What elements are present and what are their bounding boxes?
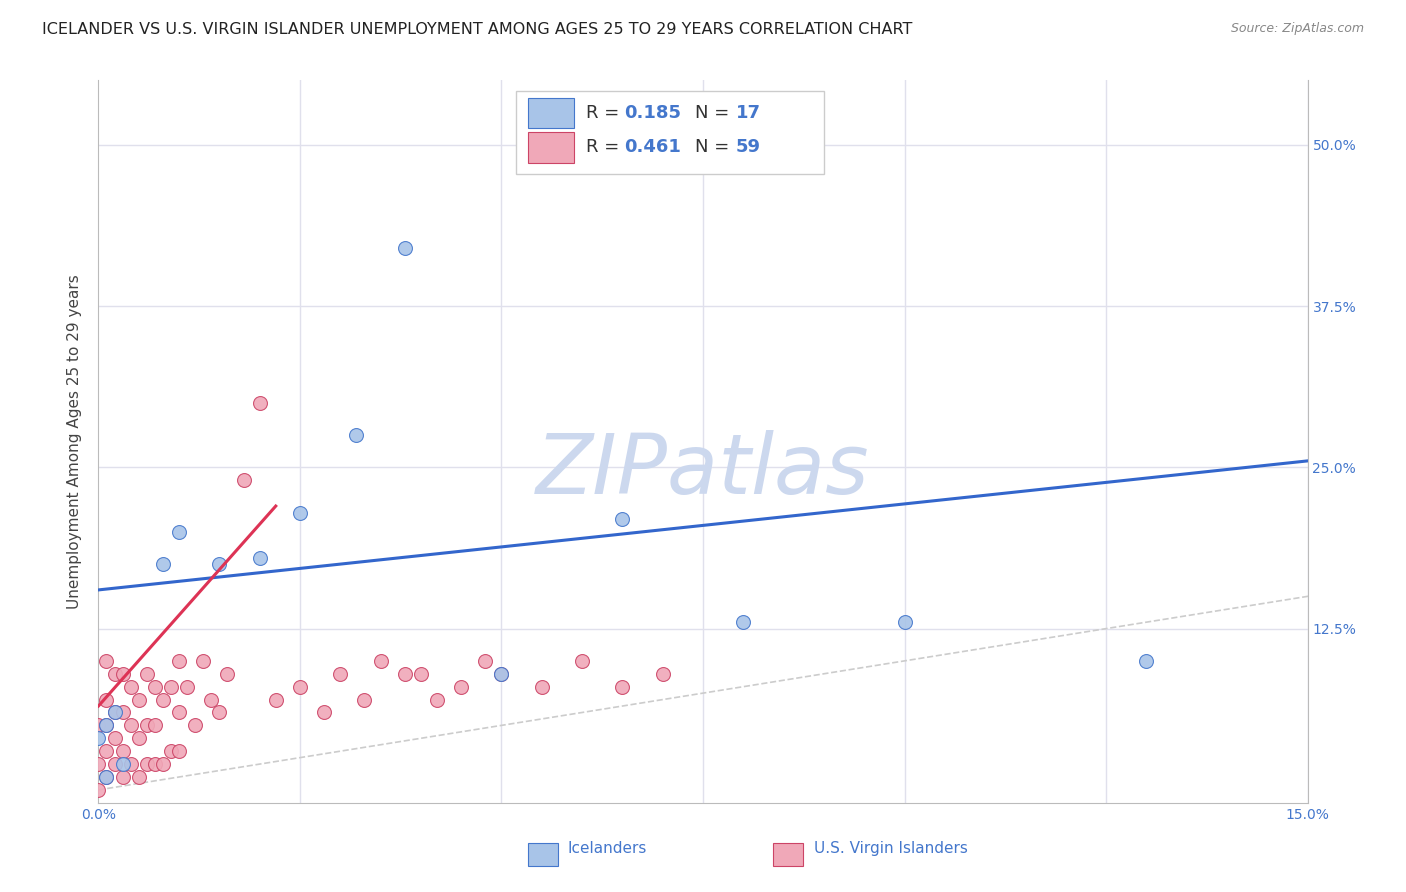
Point: [87, 783, 110, 797]
Point: [120, 718, 142, 732]
Point: [426, 692, 449, 706]
Point: [128, 731, 150, 746]
Point: [143, 680, 166, 694]
Point: [651, 666, 673, 681]
Point: [571, 654, 593, 668]
Point: [249, 396, 271, 410]
Point: [394, 666, 416, 681]
Point: [491, 666, 513, 681]
Point: [135, 718, 157, 732]
Point: [120, 757, 142, 772]
Point: [96, 654, 118, 668]
Point: [143, 718, 166, 732]
Text: ICELANDER VS U.S. VIRGIN ISLANDER UNEMPLOYMENT AMONG AGES 25 TO 29 YEARS CORRELA: ICELANDER VS U.S. VIRGIN ISLANDER UNEMPL…: [42, 22, 912, 37]
FancyBboxPatch shape: [527, 132, 574, 162]
Point: [120, 680, 142, 694]
FancyBboxPatch shape: [527, 843, 558, 866]
Point: [160, 744, 183, 758]
Point: [394, 241, 416, 255]
Point: [344, 428, 367, 442]
Point: [288, 506, 311, 520]
Point: [103, 706, 125, 720]
Point: [96, 718, 118, 732]
Point: [208, 706, 231, 720]
Point: [450, 680, 472, 694]
Point: [167, 744, 190, 758]
Point: [370, 654, 392, 668]
Point: [232, 473, 254, 487]
Point: [103, 731, 125, 746]
Point: [200, 692, 222, 706]
Point: [167, 524, 190, 539]
Point: [217, 666, 239, 681]
Point: [111, 744, 134, 758]
Point: [176, 680, 198, 694]
Point: [1135, 654, 1157, 668]
Point: [96, 770, 118, 784]
Point: [87, 757, 110, 772]
Text: Icelanders: Icelanders: [568, 841, 647, 855]
Point: [87, 718, 110, 732]
Text: R =: R =: [586, 103, 624, 122]
Point: [96, 692, 118, 706]
Point: [491, 666, 513, 681]
Point: [288, 680, 311, 694]
Point: [143, 757, 166, 772]
Point: [87, 731, 110, 746]
Text: R =: R =: [586, 138, 624, 156]
Point: [111, 706, 134, 720]
Point: [184, 718, 207, 732]
Point: [167, 706, 190, 720]
Point: [409, 666, 432, 681]
Point: [152, 557, 174, 571]
Point: [135, 757, 157, 772]
Point: [893, 615, 915, 630]
Point: [530, 680, 553, 694]
Point: [353, 692, 375, 706]
Point: [103, 706, 125, 720]
Text: N =: N =: [695, 138, 734, 156]
FancyBboxPatch shape: [516, 91, 824, 174]
Point: [103, 757, 125, 772]
Point: [612, 512, 634, 526]
Point: [733, 615, 755, 630]
Point: [474, 654, 496, 668]
Point: [160, 680, 183, 694]
Point: [96, 744, 118, 758]
Text: U.S. Virgin Islanders: U.S. Virgin Islanders: [814, 841, 969, 855]
Y-axis label: Unemployment Among Ages 25 to 29 years: Unemployment Among Ages 25 to 29 years: [67, 274, 83, 609]
Point: [111, 757, 134, 772]
Point: [111, 666, 134, 681]
Point: [329, 666, 352, 681]
Text: Source: ZipAtlas.com: Source: ZipAtlas.com: [1230, 22, 1364, 36]
Point: [612, 680, 634, 694]
Point: [193, 654, 215, 668]
Point: [103, 666, 125, 681]
Point: [314, 706, 336, 720]
Point: [135, 666, 157, 681]
Text: 0.461: 0.461: [624, 138, 682, 156]
Point: [167, 654, 190, 668]
Point: [152, 757, 174, 772]
Text: 0.185: 0.185: [624, 103, 682, 122]
Point: [128, 770, 150, 784]
Point: [96, 770, 118, 784]
FancyBboxPatch shape: [527, 97, 574, 128]
Point: [96, 718, 118, 732]
Text: N =: N =: [695, 103, 734, 122]
Point: [249, 550, 271, 565]
Point: [152, 692, 174, 706]
Point: [208, 557, 231, 571]
Point: [111, 770, 134, 784]
Text: 59: 59: [735, 138, 761, 156]
Text: ZIPatlas: ZIPatlas: [536, 430, 870, 511]
FancyBboxPatch shape: [773, 843, 803, 866]
Text: 17: 17: [735, 103, 761, 122]
Point: [264, 692, 287, 706]
Point: [128, 692, 150, 706]
